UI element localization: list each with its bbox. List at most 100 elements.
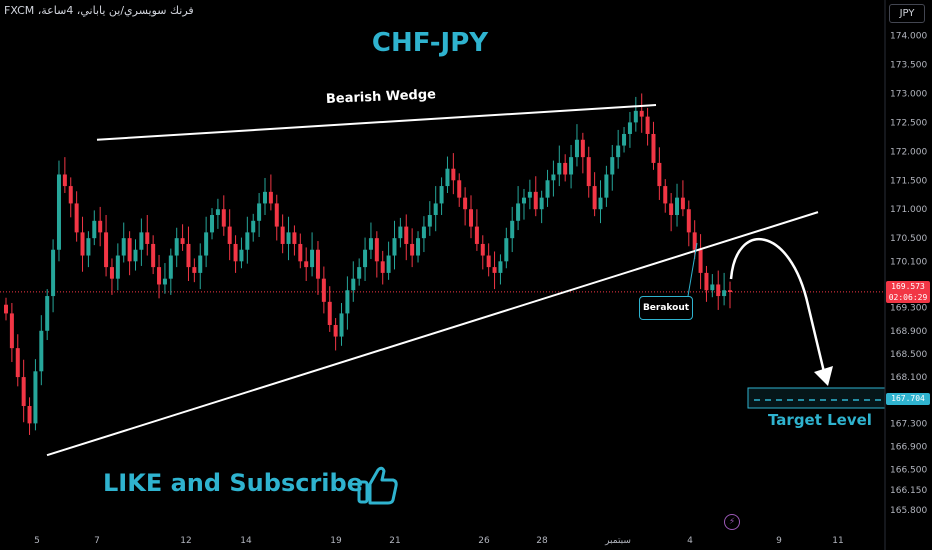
thumbs-up-icon (357, 466, 398, 505)
candle-body (557, 162, 562, 175)
candle-body (321, 278, 326, 302)
candle-body (574, 139, 579, 158)
x-tick-label: 11 (832, 536, 843, 546)
bolt-icon[interactable]: ⚡ (724, 514, 740, 530)
candle-body (416, 238, 421, 256)
candle-body (21, 377, 26, 407)
y-tick-label: 165.800 (890, 506, 927, 516)
x-tick-label: 21 (389, 536, 400, 546)
candle-body (145, 232, 150, 244)
candle-body (9, 313, 14, 349)
currency-button[interactable]: JPY (889, 4, 925, 23)
candle-body (357, 267, 362, 279)
candle-body (74, 203, 79, 233)
candle-body (327, 301, 332, 325)
wedge-upper-line (96, 104, 657, 141)
price-axis: 174.000 173.500 173.000 172.500 172.000 171.5… (884, 0, 927, 550)
candle-body (627, 122, 632, 134)
x-tick-label: 9 (776, 536, 782, 546)
candle-body (39, 330, 44, 372)
candle-body (180, 238, 185, 244)
y-tick-label: 168.100 (890, 373, 927, 383)
candle-body (675, 197, 680, 216)
candle-body (345, 290, 350, 314)
candle-body (298, 243, 303, 262)
candle-body (657, 162, 662, 187)
candle-body (651, 133, 656, 163)
candle-body (545, 180, 550, 198)
candle-body (586, 157, 591, 187)
y-tick-label: 168.900 (890, 327, 927, 337)
candle-body (463, 197, 468, 210)
candle-body (45, 296, 50, 331)
candle-body (480, 243, 485, 256)
candle-body (92, 220, 97, 239)
candle-body (56, 174, 61, 250)
candle-body (410, 243, 415, 256)
candle-body (268, 191, 273, 204)
candle-body (368, 238, 373, 250)
candle-body (710, 284, 715, 291)
candle-body (469, 209, 474, 227)
candle-body (204, 232, 209, 256)
y-tick-label: 172.000 (890, 147, 927, 157)
candle-body (186, 243, 191, 268)
candle-body (563, 162, 568, 175)
candle-body (227, 226, 232, 244)
candle-body (374, 238, 379, 262)
candle-body (527, 191, 532, 198)
symbol-header[interactable]: فرنك سويسري/ين ياباني، 4ساعة، FXCM (4, 4, 194, 17)
candle-body (728, 290, 732, 292)
candle-body (245, 232, 250, 250)
y-tick-label: 174.000 (890, 32, 927, 42)
candle-body (286, 232, 291, 244)
y-tick-label: 166.900 (890, 443, 927, 453)
candle-body (716, 284, 721, 297)
y-tick-label: 171.000 (890, 205, 927, 215)
candle-body (15, 348, 20, 378)
y-tick-label: 168.500 (890, 350, 927, 360)
x-tick-label: 4 (687, 536, 693, 546)
candle-body (192, 267, 197, 273)
x-tick-label: 5 (34, 536, 40, 546)
candle-body (109, 267, 114, 279)
candle-body (663, 186, 668, 204)
x-tick-label: 12 (180, 536, 191, 546)
candle-body (492, 267, 497, 273)
candle-body (98, 220, 103, 233)
candle-body (280, 226, 285, 244)
candle-body (4, 304, 8, 314)
candle-body (451, 168, 456, 181)
candle-body (504, 238, 509, 262)
candle-body (27, 406, 32, 424)
candle-body (380, 261, 385, 273)
candle-body (239, 249, 244, 262)
candle-body (439, 186, 444, 204)
x-tick-label: 14 (240, 536, 252, 546)
candle-body (598, 197, 603, 210)
candle-body (592, 186, 597, 210)
candle-body (262, 191, 267, 204)
candle-body (68, 186, 73, 204)
candle-body (251, 220, 256, 233)
candle-body (351, 278, 356, 291)
breakout-pointer (687, 242, 698, 297)
candle-body (722, 290, 727, 297)
candle-body (221, 209, 226, 227)
target-box (747, 387, 886, 409)
y-tick-label: 167.300 (890, 419, 927, 429)
y-tick-label: 166.500 (890, 466, 927, 476)
candle-body (215, 209, 220, 216)
candle-body (168, 255, 173, 279)
y-tick-label: 170.100 (890, 257, 927, 267)
candle-body (121, 238, 126, 256)
candle-body (392, 238, 397, 256)
candle-body (363, 249, 368, 268)
target-price-tag: 167.704 (886, 393, 930, 405)
candle-body (292, 232, 297, 244)
candle-body (622, 133, 627, 146)
candle-body (404, 226, 409, 244)
candle-body (445, 168, 450, 187)
candle-body (639, 110, 644, 117)
candle-body (680, 197, 685, 210)
